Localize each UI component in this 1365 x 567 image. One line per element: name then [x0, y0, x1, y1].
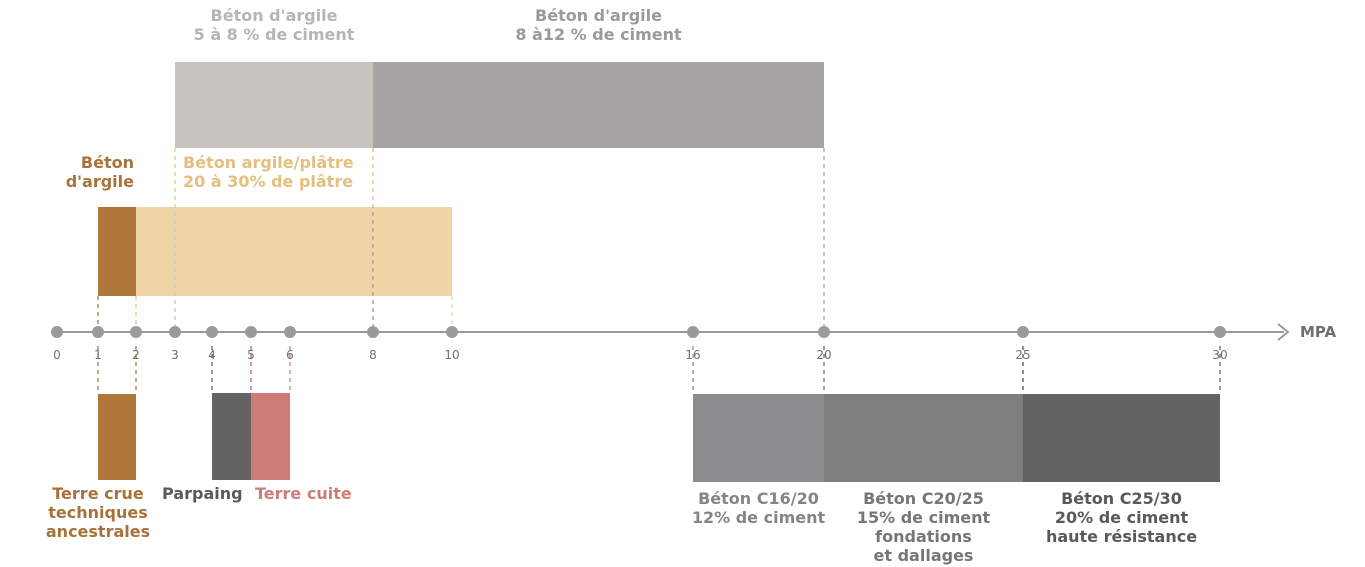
range-label-line: Béton C20/25: [863, 489, 984, 508]
range-label-line: haute résistance: [1046, 527, 1197, 546]
range-bar-argile-5-8: [175, 62, 373, 148]
axis-tick-dot: [169, 326, 181, 338]
axis-tick-dot: [284, 326, 296, 338]
range-bar-parpaing: [212, 393, 251, 480]
axis-tick-dot: [367, 326, 379, 338]
axis-tick-label: 4: [208, 348, 216, 362]
axis-tick-dot: [818, 326, 830, 338]
axis-tick-dot: [446, 326, 458, 338]
axis-tick-dot: [51, 326, 63, 338]
range-label-line: Béton: [81, 153, 134, 172]
range-label-c25-30: Béton C25/30 20% de ciment haute résistanc…: [1046, 489, 1197, 546]
range-label-argile-8-12: Béton d'argile 8 à12 % de ciment: [515, 6, 682, 44]
range-bar-c25-30: [1023, 394, 1220, 482]
range-label-beton-argile: Béton d'argile: [66, 153, 134, 191]
range-label-line: 20 à 30% de plâtre: [183, 172, 353, 191]
range-label-line: techniques: [48, 503, 147, 522]
range-label-line: ancestrales: [46, 522, 150, 541]
axis-tick-dot: [206, 326, 218, 338]
axis-tick-dot: [1214, 326, 1226, 338]
range-label-line: 12% de ciment: [692, 508, 826, 527]
axis-tick-label: 25: [1015, 348, 1030, 362]
range-label-line: Parpaing: [162, 484, 243, 503]
range-label-terre-cuite: Terre cuite: [255, 484, 352, 503]
guides-layer: [97, 148, 1221, 394]
range-bar-c20-25: [824, 394, 1023, 482]
range-label-argile-platre: Béton argile/plâtre 20 à 30% de plâtre: [183, 153, 354, 191]
range-bar-c16-20: [693, 394, 824, 482]
axis-tick-label: 2: [132, 348, 140, 362]
axis-tick-dot: [687, 326, 699, 338]
range-bar-terre-crue: [98, 394, 136, 480]
axis-tick-label: 1: [94, 348, 102, 362]
axis-tick-label: 20: [816, 348, 831, 362]
axis-tick-label: 6: [286, 348, 294, 362]
range-label-c16-20: Béton C16/20 12% de ciment: [692, 489, 826, 527]
range-label-line: d'argile: [66, 172, 134, 191]
axis-tick-label: 5: [247, 348, 255, 362]
range-label-line: 8 à12 % de ciment: [515, 25, 682, 44]
axis-tick-label: 8: [369, 348, 377, 362]
axis-tick-dot: [1017, 326, 1029, 338]
axis-unit-label: MPA: [1300, 323, 1337, 341]
range-label-line: fondations: [875, 527, 972, 546]
range-label-line: 5 à 8 % de ciment: [194, 25, 355, 44]
range-label-line: Béton C16/20: [698, 489, 819, 508]
range-bar-terre-cuite: [251, 393, 290, 480]
axis-tick-label: 10: [444, 348, 459, 362]
axis-layer: MPA 0 1 2 3 4 5 6 8 10 16 20 25 30: [51, 323, 1337, 362]
range-label-line: Terre cuite: [255, 484, 352, 503]
axis-tick-label: 16: [685, 348, 700, 362]
axis-tick-dot: [130, 326, 142, 338]
range-label-line: et dallages: [874, 546, 974, 565]
range-bar-argile-8-12: [373, 62, 824, 148]
range-label-terre-crue: Terre crue techniques ancestrales: [46, 484, 150, 541]
axis-tick-dot: [92, 326, 104, 338]
range-label-argile-5-8: Béton d'argile 5 à 8 % de ciment: [194, 6, 355, 44]
axis-tick-dot: [245, 326, 257, 338]
range-label-line: Béton d'argile: [535, 6, 662, 25]
range-label-line: Béton d'argile: [211, 6, 338, 25]
bars-layer: [98, 62, 1220, 482]
range-label-line: Béton C25/30: [1061, 489, 1182, 508]
range-label-parpaing: Parpaing: [162, 484, 243, 503]
range-label-line: 20% de ciment: [1055, 508, 1189, 527]
range-label-line: 15% de ciment: [857, 508, 991, 527]
axis-tick-label: 30: [1212, 348, 1227, 362]
range-bar-argile-platre: [136, 207, 452, 296]
axis-tick-label: 0: [53, 348, 61, 362]
axis-tick-label: 3: [171, 348, 179, 362]
range-label-c20-25: Béton C20/25 15% de ciment fondations et da…: [857, 489, 991, 565]
range-bar-beton-argile: [98, 207, 136, 296]
range-label-line: Béton argile/plâtre: [183, 153, 354, 172]
range-label-line: Terre crue: [52, 484, 144, 503]
axis-arrow-icon: [1277, 323, 1290, 341]
